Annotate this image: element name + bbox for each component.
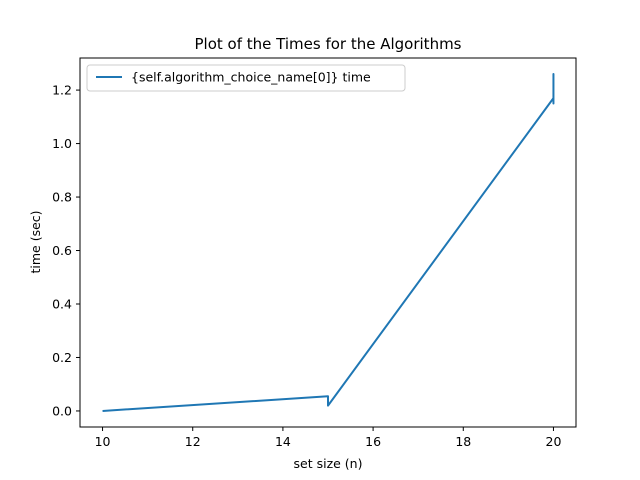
legend-box [86,64,406,92]
y-tick-label: 1.0 [52,136,72,151]
y-tick-label: 0.6 [52,243,72,258]
plot-area [102,73,555,412]
legend: {self.algorithm_choice_name[0]} time [86,64,406,92]
y-tick-label: 0.4 [52,297,72,312]
legend-entry-label: {self.algorithm_choice_name[0]} time [131,70,371,85]
y-axis-label: time (sec) [28,210,43,273]
x-tick-label: 14 [275,434,291,449]
y-tick-label: 0.0 [52,403,72,418]
series-line-0 [102,73,555,412]
y-axis: 0.0 0.2 0.4 0.6 0.8 1.0 1.2 [52,83,80,418]
x-axis-label: set size (n) [294,456,363,471]
x-tick-label: 12 [185,434,201,449]
x-axis: 10 12 14 16 18 20 [95,427,562,449]
y-tick-label: 0.8 [52,190,72,205]
y-tick-label: 1.2 [52,83,72,98]
x-tick-label: 10 [95,434,111,449]
axes-frame [79,57,577,428]
x-tick-label: 18 [455,434,471,449]
chart-title: Plot of the Times for the Algorithms [195,35,462,53]
x-tick-label: 16 [365,434,381,449]
x-tick-label: 20 [546,434,562,449]
y-tick-label: 0.2 [52,350,72,365]
